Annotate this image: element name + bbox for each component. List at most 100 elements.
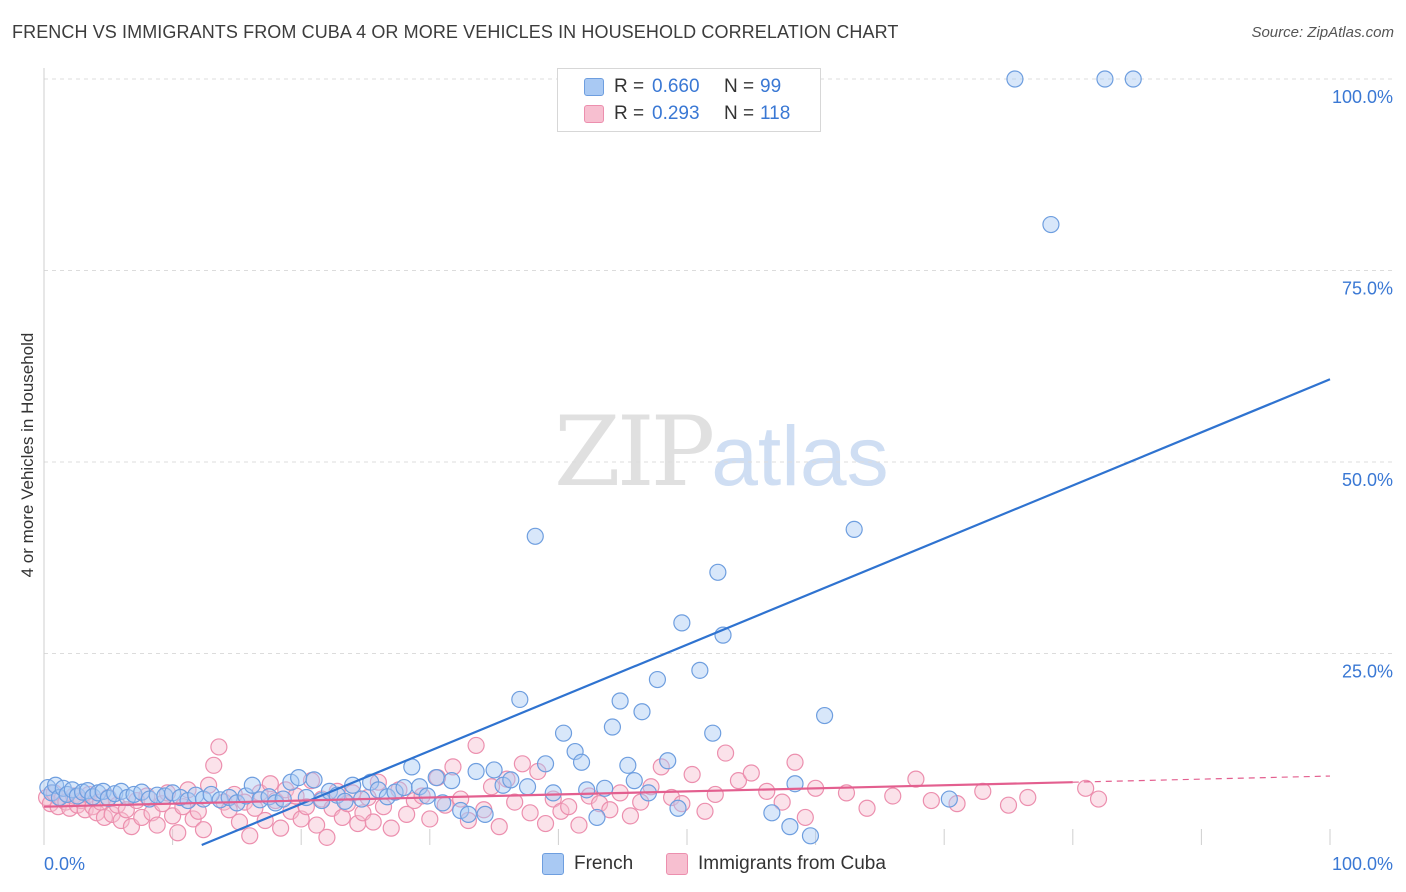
cuba-point [210,738,228,756]
bottom-legend-label: Immigrants from Cuba [698,853,886,874]
french-point [781,818,799,836]
cuba-point [683,765,701,784]
cuba-point [796,808,814,827]
french-point [572,753,591,771]
cuba-point [364,813,382,831]
french-point [611,692,629,710]
cuba-point [974,782,992,800]
french-point [1006,70,1024,88]
french-point [669,799,687,817]
french-point [763,804,781,822]
cuba-point [570,816,588,834]
french-point [476,805,494,823]
french-point [274,790,292,808]
french-point [625,772,643,790]
french-point [578,781,596,799]
french-point [1096,70,1114,88]
legend-row-french: R = 0.660 N = 99 [584,74,781,100]
french-point [648,670,667,689]
cuba-point [467,736,485,755]
french-point [459,805,477,823]
cuba-point [506,793,524,811]
french-point [816,706,834,725]
french-point [801,827,820,845]
legend-n-value: 118 [760,103,791,124]
cuba-point [773,793,791,811]
french-point [427,768,445,787]
french-point [673,614,691,632]
cuba-point [133,808,151,827]
cuba-point [786,753,804,771]
bottom-legend-label: French [574,853,634,874]
french-point [845,520,863,539]
cuba-point [398,805,416,823]
french-point [290,768,308,787]
cuba-point [1077,779,1095,797]
legend-n-label: N = [724,103,755,124]
cuba-point [261,775,279,793]
french-point [511,690,529,709]
cuba-point [521,804,539,822]
french-point [619,756,637,774]
french-point [336,792,354,810]
bottom-swatch-french [542,853,564,875]
french-point [704,724,722,742]
legend-r-label: R = [614,76,645,97]
cuba-point [272,819,290,837]
french-point [1124,70,1142,88]
french-point [566,742,584,761]
stats-legend: R = 0.660 N = 99 R = 0.293 N = 118 [557,68,821,132]
french-point [386,783,404,801]
y-tick-label: 75.0% [1342,279,1393,299]
cuba-point [194,821,213,839]
cuba-point [421,810,439,828]
french-point [502,771,520,789]
french-point [1042,215,1060,234]
cuba-point [169,824,187,842]
cuba-point [513,755,531,773]
cuba-point [621,807,640,825]
french-point [467,762,485,781]
cuba-point [696,802,714,820]
french-point [709,563,727,581]
french-point [554,724,573,742]
french-point [526,527,544,545]
legend-row-cuba: R = 0.293 N = 118 [584,101,790,127]
french-point [305,771,323,789]
cuba-point [318,828,336,846]
french-point [434,794,452,812]
french-point [485,761,503,779]
french-point [536,755,555,773]
cuba-point [716,744,735,762]
y-tick-label: 50.0% [1342,470,1393,490]
french-point [659,752,677,770]
cuba-point [758,782,776,800]
french-point [603,718,622,736]
bottom-swatch-cuba [666,853,688,875]
cuba-point [205,756,223,774]
french-point [443,772,461,790]
x-tick-label: 100.0% [1332,854,1393,874]
legend-swatch-french [584,78,604,96]
french-point [266,794,285,812]
bottom-legend-cuba[interactable]: Immigrants from Cuba [666,852,886,876]
cuba-point [112,811,130,830]
cuba-point [241,827,259,845]
bottom-legend-french[interactable]: French [542,852,633,876]
cuba-point [601,801,619,819]
legend-swatch-cuba [584,105,604,123]
legend-r-label: R = [614,103,645,124]
cuba-point [158,784,177,802]
cuba-point [884,787,902,805]
cuba-point [308,816,326,834]
cuba-point [729,772,748,790]
french-point [452,801,470,820]
legend-n-label: N = [724,76,755,97]
french-point [588,808,606,827]
legend-r-value: 0.293 [652,103,700,124]
french-point [518,778,537,796]
french-trend-line [201,378,1331,847]
cuba-point [1019,788,1037,807]
cuba-point [382,819,400,837]
